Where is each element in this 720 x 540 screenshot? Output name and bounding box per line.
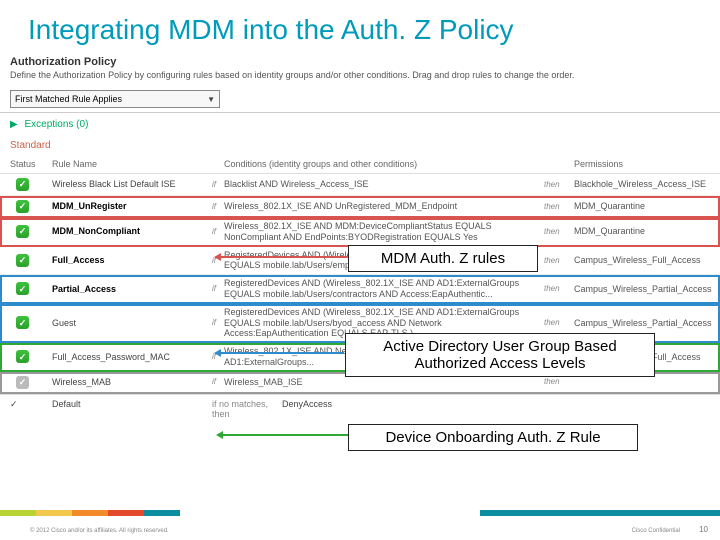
rule-perm: MDM_Quarantine bbox=[574, 226, 720, 237]
check-icon: ✓ bbox=[16, 316, 29, 329]
callout: Device Onboarding Auth. Z Rule bbox=[348, 424, 638, 451]
divider bbox=[0, 112, 720, 113]
then-label: then bbox=[544, 256, 574, 266]
authz-table: Status Rule Name Conditions (identity gr… bbox=[0, 155, 720, 423]
rule-name: Full_Access_Password_MAC bbox=[52, 352, 212, 363]
table-row[interactable]: ✓ Wireless Black List Default ISEifBlackl… bbox=[0, 174, 720, 196]
callout: MDM Auth. Z rules bbox=[348, 245, 538, 272]
check-icon: ✓ bbox=[16, 254, 29, 267]
slide-title: Integrating MDM into the Auth. Z Policy bbox=[0, 0, 720, 46]
rule-perm: Campus_Wireless_Partial_Access bbox=[574, 318, 720, 329]
table-header: Status Rule Name Conditions (identity gr… bbox=[0, 155, 720, 174]
rule-cond: Wireless_MAB_ISE bbox=[224, 377, 544, 388]
arrow-icon bbox=[222, 434, 348, 436]
page-number: 10 bbox=[699, 525, 708, 534]
check-icon: ✓ bbox=[16, 225, 29, 238]
check-icon: ✓ bbox=[16, 200, 29, 213]
dropdown-value: First Matched Rule Applies bbox=[15, 94, 122, 104]
col-status: Status bbox=[10, 159, 52, 169]
check-icon: ✓ bbox=[16, 350, 29, 363]
table-row[interactable]: ✓ Partial_AccessifRegisteredDevices AND (… bbox=[0, 275, 720, 304]
chevron-down-icon: ▼ bbox=[207, 95, 215, 104]
default-perm: DenyAccess bbox=[282, 399, 710, 419]
if-label: if bbox=[212, 284, 224, 294]
rule-name: MDM_UnRegister bbox=[52, 201, 212, 212]
callout: Active Directory User Group Based Author… bbox=[345, 333, 655, 377]
default-text: if no matches, then bbox=[212, 399, 282, 419]
rule-cond: Wireless_802.1X_ISE AND UnRegistered_MDM… bbox=[224, 201, 544, 212]
check-icon: ✓ bbox=[10, 399, 52, 410]
if-label: if bbox=[212, 377, 224, 387]
rule-cond: Blacklist AND Wireless_Access_ISE bbox=[224, 179, 544, 190]
rule-cond: Wireless_802.1X_ISE AND MDM:DeviceCompli… bbox=[224, 221, 544, 243]
rule-name: Wireless Black List Default ISE bbox=[52, 179, 212, 190]
rule-name: Partial_Access bbox=[52, 284, 212, 295]
if-label: if bbox=[212, 318, 224, 328]
check-icon: ✓ bbox=[16, 178, 29, 191]
rule-perm: Campus_Wireless_Full_Access bbox=[574, 255, 720, 266]
exceptions-toggle[interactable]: ▶ Exceptions (0) bbox=[0, 115, 720, 134]
rule-match-dropdown[interactable]: First Matched Rule Applies ▼ bbox=[10, 90, 220, 108]
then-label: then bbox=[544, 202, 574, 212]
check-icon: ✓ bbox=[16, 282, 29, 295]
confidential: Cisco Confidential bbox=[632, 528, 680, 534]
then-label: then bbox=[544, 180, 574, 190]
then-label: then bbox=[544, 227, 574, 237]
table-row[interactable]: ✓ MDM_UnRegisterifWireless_802.1X_ISE AND… bbox=[0, 196, 720, 218]
arrow-icon bbox=[220, 256, 348, 258]
rule-perm: Campus_Wireless_Partial_Access bbox=[574, 284, 720, 295]
rule-name: Guest bbox=[52, 318, 212, 329]
standard-label: Standard bbox=[0, 134, 720, 155]
copyright: © 2012 Cisco and/or its affiliates. All … bbox=[30, 528, 169, 534]
authz-sub: Define the Authorization Policy by confi… bbox=[0, 70, 720, 86]
check-icon: ✓ bbox=[16, 376, 29, 389]
if-label: if bbox=[212, 227, 224, 237]
arrow-icon bbox=[220, 352, 344, 354]
rule-cond: RegisteredDevices AND (Wireless_802.1X_I… bbox=[224, 278, 544, 300]
rule-perm: MDM_Quarantine bbox=[574, 201, 720, 212]
table-row[interactable]: ✓ MDM_NonCompliantifWireless_802.1X_ISE A… bbox=[0, 218, 720, 247]
col-name: Rule Name bbox=[52, 159, 212, 169]
if-label: if bbox=[212, 202, 224, 212]
col-perm: Permissions bbox=[574, 159, 720, 169]
then-label: then bbox=[544, 318, 574, 328]
col-cond: Conditions (identity groups and other co… bbox=[224, 159, 544, 169]
exceptions-label: Exceptions (0) bbox=[24, 119, 88, 130]
then-label: then bbox=[544, 284, 574, 294]
rule-name: MDM_NonCompliant bbox=[52, 226, 212, 237]
default-name: Default bbox=[52, 399, 212, 419]
if-label: if bbox=[212, 180, 224, 190]
rule-perm: Blackhole_Wireless_Access_ISE bbox=[574, 179, 720, 190]
default-row: ✓ Default if no matches, then DenyAccess bbox=[0, 394, 720, 423]
triangle-right-icon: ▶ bbox=[10, 119, 18, 130]
rule-name: Wireless_MAB bbox=[52, 377, 212, 388]
then-label: then bbox=[544, 377, 574, 387]
footer: © 2012 Cisco and/or its affiliates. All … bbox=[0, 516, 720, 540]
authz-label: Authorization Policy bbox=[0, 46, 720, 70]
rule-name: Full_Access bbox=[52, 255, 212, 266]
